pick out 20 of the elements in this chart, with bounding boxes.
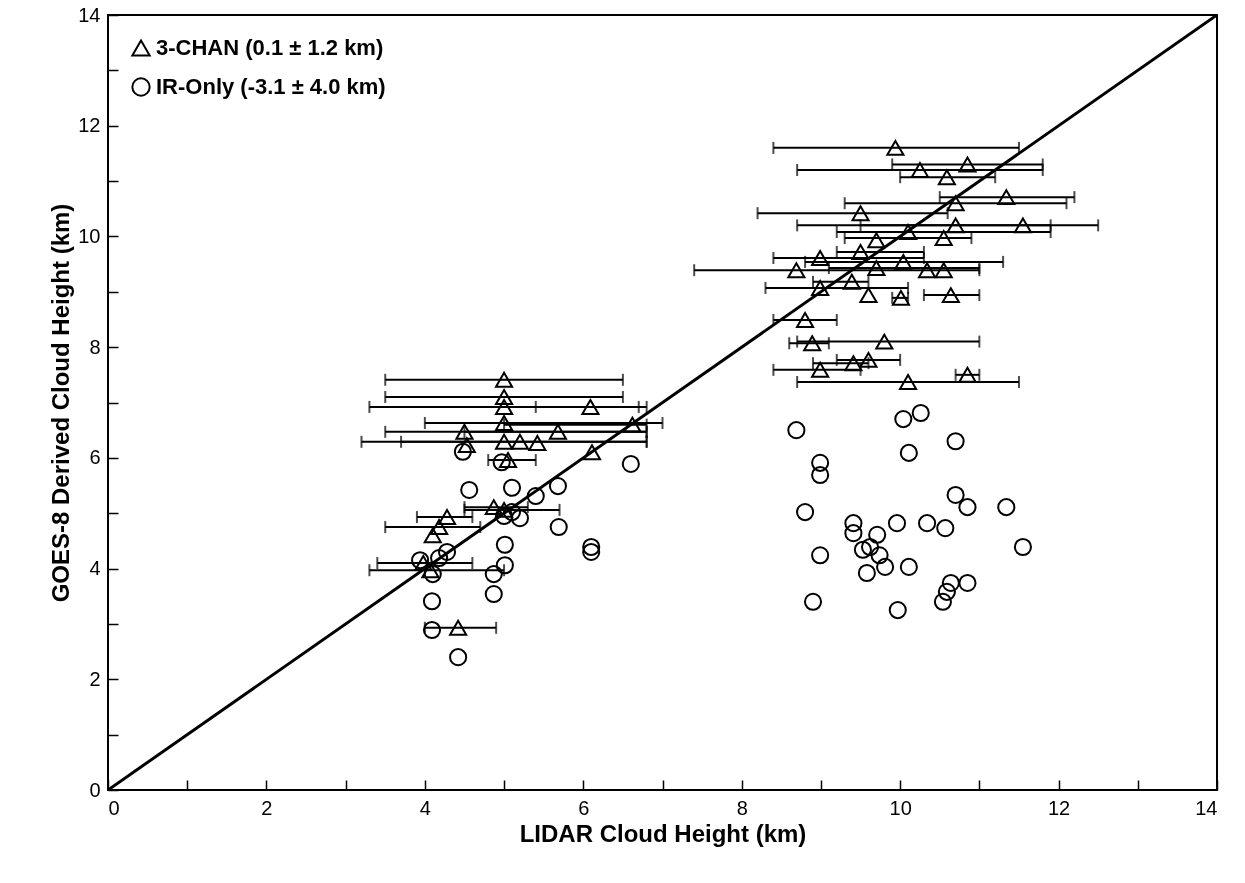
x-tick-label: 2 (261, 796, 273, 819)
x-axis-title: LIDAR Cloud Height (km) (519, 819, 807, 847)
x-tick-label: 0 (108, 796, 120, 819)
y-tick-label: 14 (78, 3, 101, 26)
y-tick-label: 8 (89, 335, 101, 358)
y-tick-label: 2 (89, 667, 101, 690)
x-tick-label: 12 (1047, 796, 1071, 819)
y-tick-label: 4 (89, 557, 101, 580)
x-tick-label: 4 (419, 796, 431, 819)
y-tick-label: 12 (78, 114, 101, 137)
y-axis-title: GOES-8 Derived Cloud Height (km) (47, 203, 75, 603)
y-tick-label: 0 (89, 778, 101, 801)
x-tick-label: 6 (578, 796, 590, 819)
x-tick-label: 8 (736, 796, 748, 819)
legend-label: 3-CHAN (0.1 ± 1.2 km) (156, 35, 384, 60)
y-tick-label: 10 (78, 224, 101, 247)
x-tick-label: 10 (889, 796, 912, 819)
y-tick-label: 6 (89, 446, 101, 469)
legend-label: IR-Only (-3.1 ± 4.0 km) (156, 74, 386, 99)
x-tick-label: 14 (1195, 796, 1218, 819)
